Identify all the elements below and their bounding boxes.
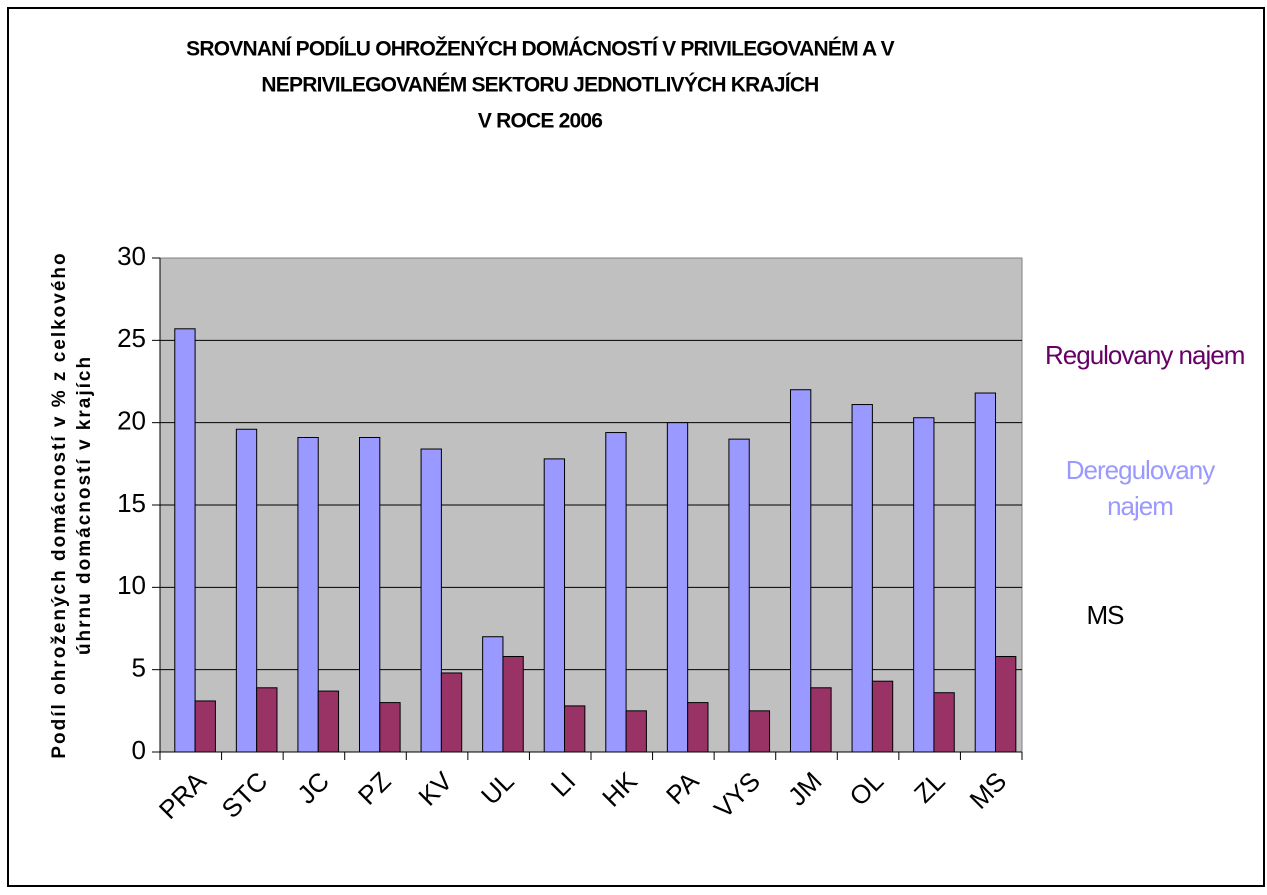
bar	[810, 687, 832, 753]
bar	[933, 692, 955, 753]
chart-title: SROVNANÍ PODÍLU OHROŽENÝCH DOMÁCNOSTÍ V …	[186, 37, 894, 61]
bar	[605, 432, 627, 753]
bar	[728, 438, 750, 753]
y-tick-label: 10	[117, 570, 146, 600]
y-tick-label: 15	[117, 488, 146, 518]
y-tick-label: 25	[117, 323, 146, 353]
bar	[543, 458, 566, 753]
legend-entry: Regulovany najem	[1045, 340, 1245, 370]
bar	[317, 690, 340, 753]
bar	[440, 672, 463, 753]
bar	[379, 702, 401, 753]
bar	[851, 404, 873, 753]
chart-title: V ROCE 2006	[478, 110, 602, 133]
bar	[687, 702, 709, 753]
y-tick-label: 5	[132, 653, 146, 683]
bar	[913, 417, 935, 753]
bar	[789, 389, 812, 753]
bar	[420, 448, 442, 753]
bar	[625, 710, 647, 753]
y-tick-label: 30	[117, 241, 146, 271]
y-axis-title: úhrnu domácností v krajích	[74, 355, 95, 655]
bar	[297, 436, 319, 753]
bar	[871, 680, 894, 753]
chart-title: NEPRIVILEGOVANÉM SEKTORU JEDNOTLIVÝCH KR…	[261, 73, 818, 97]
bar	[235, 428, 258, 753]
bar	[748, 710, 771, 753]
bar	[256, 687, 278, 753]
bar	[174, 328, 196, 753]
bar	[358, 436, 381, 753]
bar	[194, 700, 216, 753]
bar	[995, 655, 1017, 753]
y-axis-title: Podíl ohrožených domácností v % z celkov…	[49, 251, 70, 758]
bar	[482, 636, 504, 753]
bar	[564, 705, 586, 753]
y-tick-label: 20	[117, 406, 146, 436]
legend-entry: MS	[1086, 600, 1125, 630]
bar	[502, 655, 524, 753]
bar	[974, 392, 997, 753]
legend-entry: Deregulovany najem	[1065, 455, 1215, 521]
bar	[666, 422, 689, 753]
y-tick-label: 0	[132, 735, 146, 765]
